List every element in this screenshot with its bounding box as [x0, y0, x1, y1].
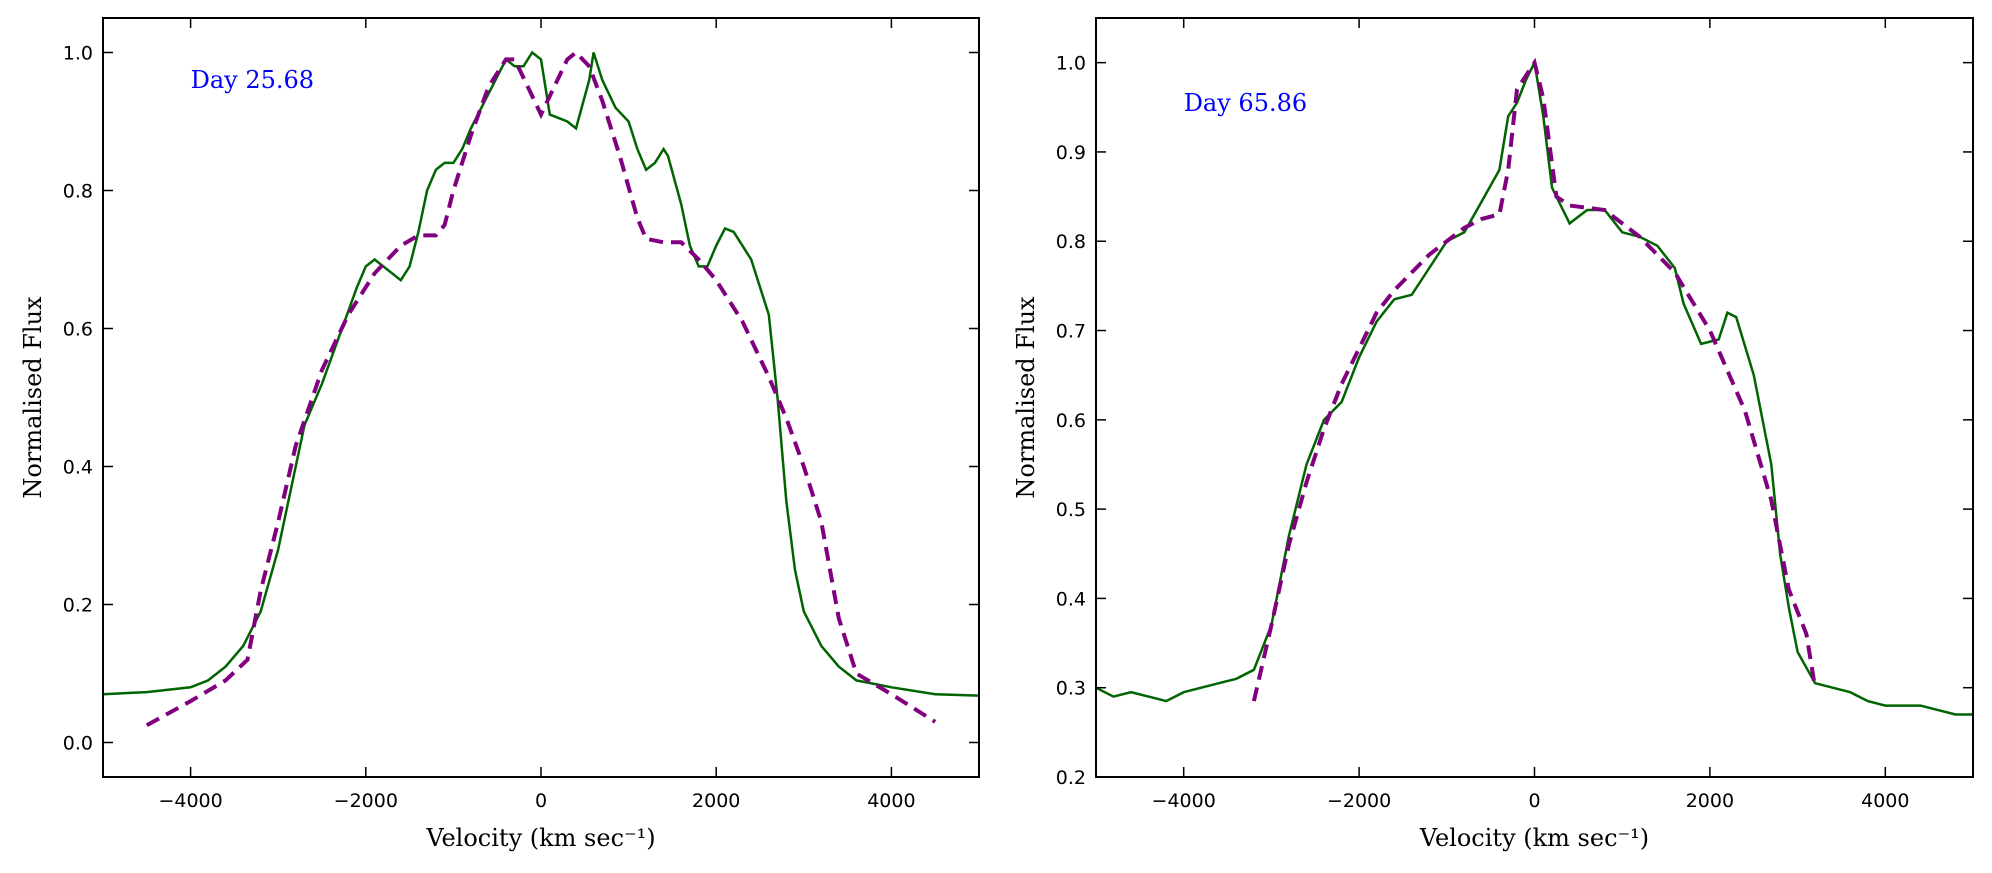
data-line: [145, 49, 937, 728]
data-line: [1096, 58, 1973, 716]
y-tick-label: 0.2: [1056, 767, 1086, 789]
x-tick-label: −2000: [1327, 790, 1391, 812]
x-tick-label: 0: [1528, 790, 1540, 812]
y-tick-label: 0.5: [1056, 499, 1086, 521]
y-tick-label: 0.4: [63, 457, 93, 479]
x-tick-label: −4000: [1152, 790, 1216, 812]
y-tick-label: 0.2: [63, 595, 93, 617]
x-tick-label: 4000: [867, 790, 915, 812]
y-axis-label: Normalised Flux: [1012, 296, 1040, 499]
y-tick-label: 0.8: [63, 181, 93, 203]
annotation: Day 65.86: [1184, 89, 1307, 117]
data-line: [1251, 57, 1818, 702]
y-tick-label: 1.0: [63, 43, 93, 65]
y-tick-label: 0.6: [63, 319, 93, 341]
y-tick-label: 0.3: [1056, 678, 1086, 700]
y-tick-label: 1.0: [1056, 53, 1086, 75]
axes-frame: [1095, 17, 1974, 778]
x-tick-label: 2000: [692, 790, 740, 812]
y-tick-label: 0.4: [1056, 588, 1086, 610]
y-tick-label: 0.9: [1056, 142, 1086, 164]
x-tick-label: −4000: [158, 790, 222, 812]
axes-frame: [102, 17, 980, 778]
x-tick-label: 2000: [1686, 790, 1734, 812]
x-tick-label: 0: [535, 790, 547, 812]
y-tick-label: 0.8: [1056, 231, 1086, 253]
y-axis-label: Normalised Flux: [19, 296, 47, 499]
y-tick-label: 0.6: [1056, 410, 1086, 432]
annotation: Day 25.68: [191, 66, 314, 94]
x-tick-label: 4000: [1861, 790, 1909, 812]
x-axis-label: Velocity (km sec⁻¹): [425, 824, 655, 852]
x-tick-label: −2000: [334, 790, 398, 812]
x-axis-label: Velocity (km sec⁻¹): [1419, 824, 1649, 852]
data-line: [103, 50, 979, 697]
y-tick-label: 0.7: [1056, 321, 1086, 343]
y-tick-label: 0.0: [63, 733, 93, 755]
